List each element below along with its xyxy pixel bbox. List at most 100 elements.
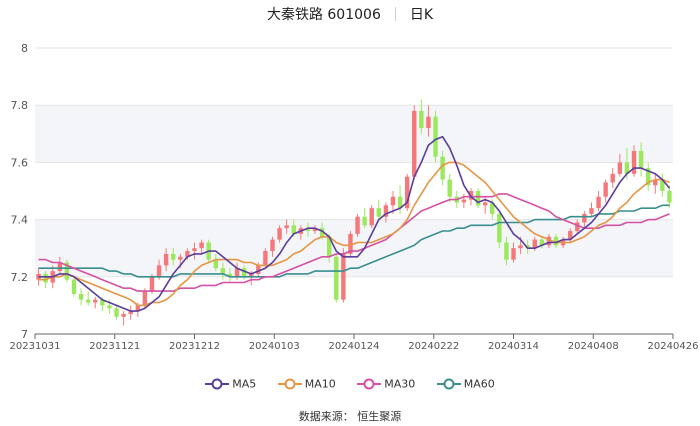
candle-body	[64, 262, 70, 280]
candle-body	[440, 156, 445, 180]
candle-body	[43, 273, 48, 283]
candle-body	[653, 179, 658, 186]
candle-body	[185, 251, 190, 257]
candle-body	[397, 196, 403, 209]
candle-body	[277, 228, 282, 240]
legend: MA5 MA10 MA30 MA60	[0, 377, 700, 391]
ma60-line	[38, 204, 670, 278]
candle-body	[341, 253, 346, 300]
candle-body	[57, 262, 63, 272]
candle-body	[660, 179, 665, 191]
candle-body	[482, 202, 488, 206]
candle-body	[85, 299, 91, 303]
chart-title: 大秦铁路 601006 日K	[0, 4, 700, 24]
grid-band	[35, 105, 673, 163]
x-tick-label: 20231212	[169, 341, 220, 352]
y-tick-label: 7.2	[11, 271, 29, 284]
legend-label-ma30: MA30	[384, 377, 416, 391]
stock-name: 大秦铁路 601006	[266, 7, 381, 23]
candle-body	[582, 213, 587, 223]
candle-body	[412, 110, 417, 177]
ma5-legend-icon	[205, 378, 230, 390]
candle-body	[631, 150, 637, 174]
candle-body	[624, 162, 630, 174]
legend-item-ma5[interactable]: MA5	[205, 377, 256, 391]
candle-body	[355, 216, 360, 234]
candle-body	[568, 231, 573, 240]
candle-body	[390, 196, 396, 206]
title-separator	[394, 7, 396, 21]
candle-body	[100, 299, 105, 306]
legend-item-ma30[interactable]: MA30	[357, 377, 415, 391]
candle-body	[156, 265, 162, 277]
candle-body	[319, 228, 325, 237]
candle-body	[128, 311, 133, 314]
candle-body	[610, 173, 615, 183]
ma60-legend-icon	[436, 378, 461, 390]
candle-body	[461, 199, 467, 203]
candle-body	[121, 313, 126, 317]
grid-band	[35, 219, 673, 277]
candle-body	[553, 236, 559, 246]
legend-label-ma60: MA60	[463, 377, 495, 391]
candle-body	[256, 265, 261, 274]
x-tick-label: 20240314	[488, 341, 539, 352]
candle-body	[78, 293, 84, 300]
candle-body	[263, 251, 268, 266]
candle-body	[249, 273, 254, 277]
y-tick-label: 7.8	[11, 99, 29, 112]
legend-item-ma60[interactable]: MA60	[436, 377, 495, 391]
x-tick-label: 20240103	[249, 341, 300, 352]
candle-body	[419, 110, 424, 129]
candle-body	[135, 305, 140, 312]
candle-body	[511, 248, 516, 260]
candle-body	[475, 191, 481, 206]
candle-body	[447, 179, 452, 197]
candle-body	[589, 208, 594, 214]
x-tick-label: 20240124	[329, 341, 380, 352]
y-tick-label: 7.4	[11, 214, 29, 227]
candle-body	[114, 308, 119, 317]
candle-body	[638, 150, 644, 169]
ma30-line	[38, 193, 670, 292]
candle-body	[575, 222, 580, 232]
candle-body	[490, 202, 495, 214]
candle-body	[107, 305, 112, 309]
candle-body	[305, 228, 311, 232]
candle-body	[497, 213, 502, 243]
candle-body	[362, 216, 367, 226]
candle-body	[163, 253, 169, 266]
candle-body	[532, 239, 537, 249]
candle-body	[71, 279, 77, 294]
candle-body	[199, 242, 204, 249]
x-tick-label: 20240222	[408, 341, 459, 352]
candle-body	[603, 182, 608, 197]
candle-body	[171, 253, 176, 260]
candle-body	[178, 256, 183, 260]
candle-body	[504, 242, 509, 260]
candle-body	[234, 268, 240, 277]
candle-body	[546, 236, 552, 246]
candle-body	[369, 208, 374, 226]
candle-body	[284, 225, 289, 229]
candle-body	[334, 256, 339, 300]
legend-item-ma10[interactable]: MA10	[277, 377, 336, 391]
candle-body	[667, 191, 672, 203]
candle-body	[617, 162, 623, 174]
candle-body	[433, 116, 438, 157]
candle-body	[539, 239, 545, 246]
y-tick-label: 8	[21, 42, 28, 55]
candle-body	[227, 273, 233, 277]
y-tick-label: 7	[21, 328, 28, 341]
candle-body	[376, 208, 382, 217]
y-tick-label: 7.6	[11, 156, 29, 169]
candle-body	[142, 291, 148, 306]
candle-body	[525, 245, 530, 249]
x-tick-label: 20240408	[568, 341, 619, 352]
candle-body	[312, 228, 318, 232]
candle-body	[383, 205, 389, 217]
candle-body	[518, 245, 523, 249]
candle-body	[645, 168, 651, 186]
x-tick-label: 20231121	[89, 341, 140, 352]
x-tick-label: 20231031	[10, 341, 61, 352]
